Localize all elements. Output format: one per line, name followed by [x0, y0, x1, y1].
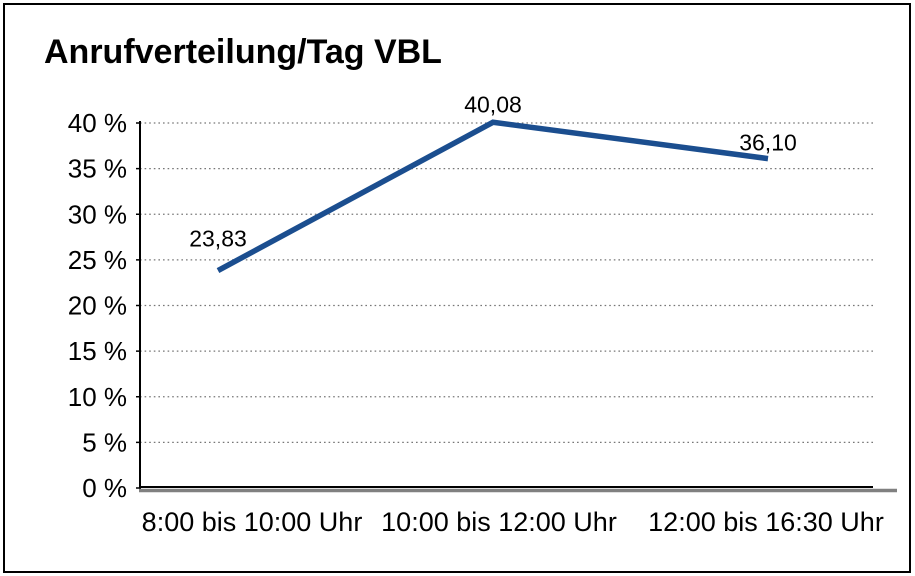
data-point-label: 40,08	[464, 91, 522, 117]
x-axis-label: 8:00 bis 10:00 Uhr	[142, 507, 363, 537]
y-axis-label: 15 %	[68, 336, 127, 366]
data-point-label: 23,83	[189, 226, 247, 252]
data-line	[216, 119, 769, 273]
data-point-label: 36,10	[739, 130, 797, 156]
chart-frame: Anrufverteilung/Tag VBL	[3, 3, 911, 573]
y-axis-label: 30 %	[68, 199, 127, 229]
x-axis-label: 10:00 bis 12:00 Uhr	[381, 507, 617, 537]
y-axis-label: 0 %	[82, 473, 127, 503]
y-axis-label: 40 %	[68, 108, 127, 138]
y-axis-label: 5 %	[82, 427, 127, 457]
y-axis-label: 35 %	[68, 154, 127, 184]
y-axis-label: 25 %	[68, 245, 127, 275]
chart-title: Anrufverteilung/Tag VBL	[44, 33, 442, 71]
x-axis-label: 12:00 bis 16:30 Uhr	[648, 507, 884, 537]
y-axis-label: 20 %	[68, 291, 127, 321]
y-axis-label: 10 %	[68, 382, 127, 412]
